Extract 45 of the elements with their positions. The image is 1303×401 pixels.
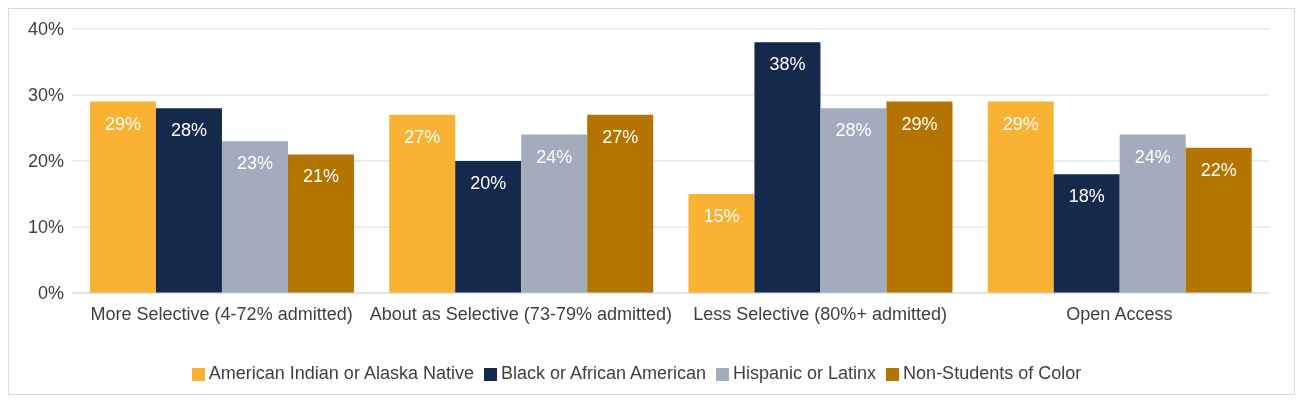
- data-label: 28%: [835, 120, 872, 141]
- x-tick-label: Less Selective (80%+ admitted): [693, 303, 947, 324]
- data-label: 18%: [1068, 186, 1105, 207]
- x-tick-label: About as Selective (73-79% admitted): [369, 303, 672, 324]
- y-tick-label: 0%: [37, 283, 64, 304]
- data-label: 29%: [1002, 113, 1039, 134]
- data-label: 29%: [104, 113, 141, 134]
- x-tick-label: Open Access: [1066, 303, 1173, 324]
- data-label: 20%: [470, 173, 507, 193]
- data-label: 24%: [1134, 146, 1171, 167]
- bar: [221, 141, 288, 293]
- bar: [754, 42, 821, 293]
- y-tick-label: 10%: [27, 217, 64, 238]
- data-label: 27%: [602, 126, 639, 147]
- y-tick-label: 40%: [27, 19, 64, 40]
- bar: [587, 114, 654, 293]
- data-label: 23%: [236, 153, 273, 174]
- data-label: 29%: [901, 113, 938, 134]
- data-label: 22%: [1200, 159, 1237, 180]
- legend-label: Black or African American: [500, 363, 707, 383]
- bar: [1119, 134, 1186, 293]
- bar: [1053, 174, 1120, 293]
- legend-label: American Indian or Alaska Native: [208, 363, 474, 383]
- data-label: 28%: [170, 120, 207, 141]
- bar: [688, 194, 755, 293]
- data-label: 24%: [536, 146, 573, 167]
- bar: [89, 101, 156, 293]
- data-label: 21%: [302, 166, 339, 187]
- bar: [389, 114, 456, 293]
- bar: [1185, 147, 1252, 293]
- data-label: 15%: [703, 206, 740, 226]
- bar: [155, 108, 222, 293]
- y-tick-label: 20%: [27, 151, 64, 172]
- legend-label: Non-Students of Color: [903, 363, 1082, 383]
- bar: [886, 101, 953, 293]
- y-tick-label: 30%: [27, 85, 64, 106]
- data-label: 38%: [769, 54, 806, 75]
- bar: [455, 161, 522, 293]
- data-label: 27%: [404, 126, 441, 147]
- bar: [820, 108, 887, 293]
- legend-label: Hispanic or Latinx: [733, 363, 877, 383]
- bar: [521, 134, 588, 293]
- bar: [287, 154, 354, 293]
- bar: [987, 101, 1054, 293]
- x-tick-label: More Selective (4-72% admitted): [90, 303, 353, 324]
